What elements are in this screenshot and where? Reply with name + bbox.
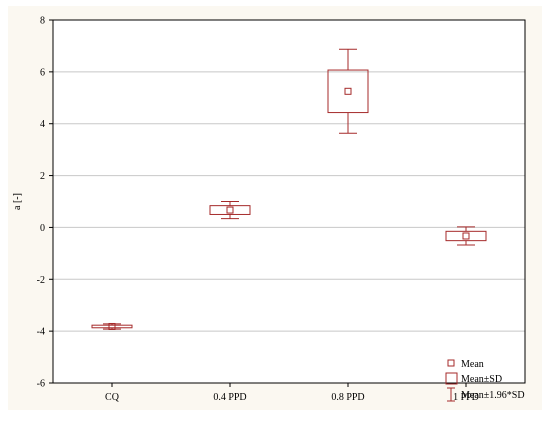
- box-cq: [91, 322, 133, 330]
- y-tick-labels: -6 -4 -2 0 2 4 6 8: [37, 16, 45, 390]
- x-tick-label: 1 PPD: [453, 392, 479, 403]
- legend-mean-marker: [447, 359, 455, 367]
- mean-marker: [344, 87, 352, 95]
- box-0-4-ppd: [209, 201, 251, 220]
- y-tick-label: 8: [40, 16, 45, 27]
- legend-ci-marker: [447, 387, 455, 402]
- legend-sd-marker: [445, 372, 458, 385]
- plot-frame: [52, 19, 526, 384]
- mean-marker: [108, 322, 116, 330]
- y-tick-label: -4: [37, 327, 45, 338]
- gridlines: [53, 71, 525, 332]
- sd-box: [91, 324, 133, 329]
- legend-ci-label: Mean±1.96*SD: [461, 390, 525, 401]
- legend-mean-label: Mean: [461, 359, 484, 370]
- sd-box: [445, 230, 487, 242]
- y-tick-label: 2: [40, 171, 45, 182]
- plot-area: [53, 20, 525, 383]
- sd-box: [327, 69, 369, 114]
- y-tick-label: 6: [40, 67, 45, 78]
- axes: [49, 19, 526, 387]
- sd-box: [209, 205, 251, 215]
- box-0-8-ppd: [327, 48, 369, 134]
- x-tick-label: CQ: [105, 392, 120, 403]
- y-axis-label: a [-]: [12, 193, 23, 210]
- x-tick-label: 0.8 PPD: [331, 392, 364, 403]
- mean-marker: [462, 232, 470, 240]
- legend: Mean Mean±SD Mean±1.96*SD: [445, 359, 525, 402]
- legend-sd-label: Mean±SD: [461, 374, 502, 385]
- y-tick-label: -2: [37, 275, 45, 286]
- boxes: [91, 48, 487, 330]
- x-tick-label: 0.4 PPD: [213, 392, 246, 403]
- y-tick-label: 4: [40, 119, 45, 130]
- mean-marker: [226, 206, 234, 214]
- y-tick-label: -6: [37, 379, 45, 390]
- x-tick-labels: CQ 0.4 PPD 0.8 PPD 1 PPD: [105, 392, 479, 403]
- box-1-ppd: [445, 226, 487, 246]
- y-tick-label: 0: [40, 223, 45, 234]
